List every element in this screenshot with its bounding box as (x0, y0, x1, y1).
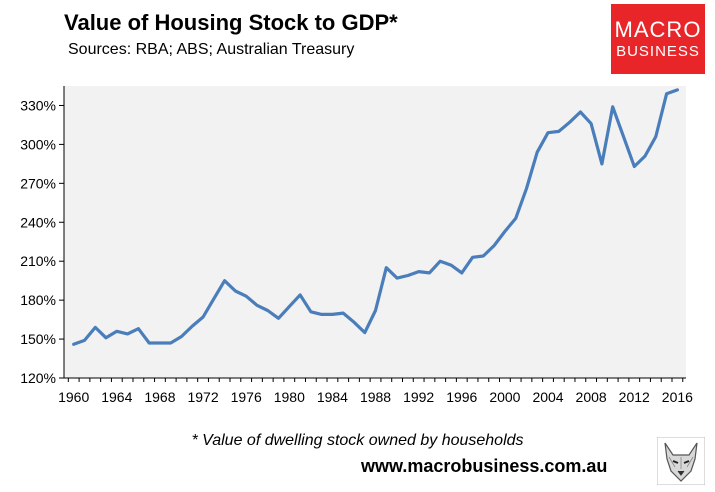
macrobusiness-logo: MACRO BUSINESS (611, 4, 705, 74)
chart-title: Value of Housing Stock to GDP* (64, 10, 398, 35)
logo-line-business: BUSINESS (616, 43, 700, 60)
y-axis: 120% 150% 180% 210% 240% 270% 300% 330% (20, 86, 65, 386)
x-tick-label: 1976 (231, 389, 262, 405)
y-tick-label: 210% (20, 253, 56, 269)
x-tick-label: 2004 (532, 389, 563, 405)
footnote: * Value of dwelling stock owned by house… (191, 432, 524, 449)
x-tick-label: 1996 (446, 389, 477, 405)
plot-area (64, 86, 686, 378)
y-tick-label: 150% (20, 331, 56, 347)
logo-line-macro: MACRO (614, 17, 702, 42)
x-tick-label: 2016 (662, 389, 693, 405)
x-tick-label: 1964 (101, 389, 132, 405)
y-tick-label: 240% (20, 214, 56, 230)
x-axis: 1960 1964 1968 1972 1976 1980 1984 1988 1992 1996… (58, 377, 693, 405)
x-tick-label: 1972 (187, 389, 218, 405)
x-tick-label: 1980 (274, 389, 305, 405)
x-tick-label: 2000 (489, 389, 520, 405)
x-tick-label: 2012 (619, 389, 650, 405)
y-tick-label: 180% (20, 292, 56, 308)
x-tick-label: 1984 (317, 389, 348, 405)
x-tick-label: 2008 (576, 389, 607, 405)
x-tick-label: 1992 (403, 389, 434, 405)
series-group (72, 88, 680, 346)
x-tick-label: 1988 (360, 389, 391, 405)
y-tick-label: 120% (20, 370, 56, 386)
series-line (72, 88, 680, 346)
chart-subtitle: Sources: RBA; ABS; Australian Treasury (68, 41, 355, 58)
y-tick-label: 270% (20, 175, 56, 191)
source-url: www.macrobusiness.com.au (361, 456, 608, 476)
x-tick-label: 1960 (58, 389, 89, 405)
x-tick-label: 1968 (144, 389, 175, 405)
y-tick-label: 300% (20, 136, 56, 152)
fox-mascot-icon (657, 437, 705, 485)
y-tick-label: 330% (20, 97, 56, 113)
